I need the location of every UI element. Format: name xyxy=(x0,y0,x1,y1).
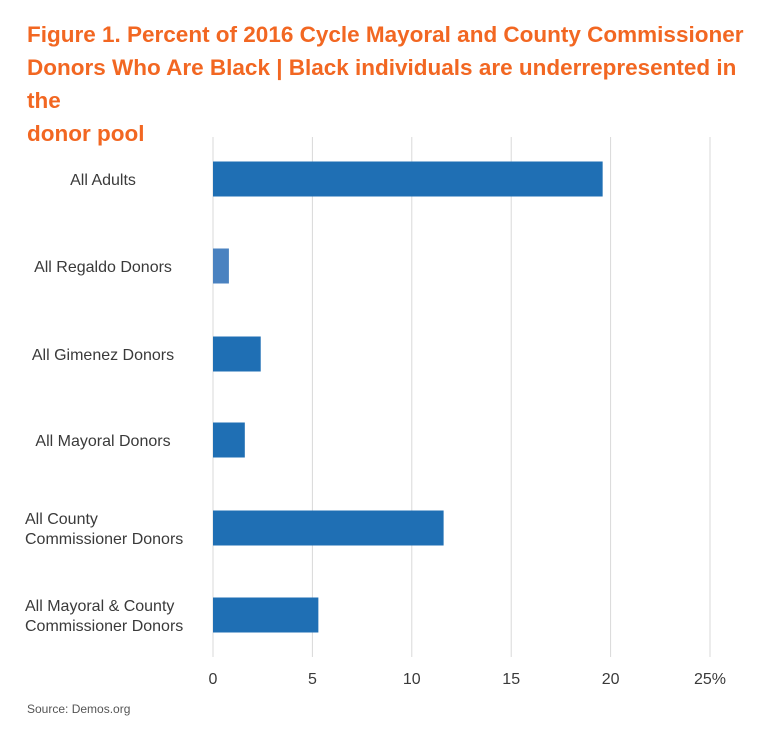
x-axis-tick-labels: 0 5 10 15 20 25% xyxy=(209,671,726,688)
category-label: All Mayoral & County Commissioner Donors xyxy=(25,598,183,635)
bar xyxy=(213,597,319,633)
bars xyxy=(213,161,603,633)
x-tick-label: 20 xyxy=(602,671,620,688)
gridlines xyxy=(212,137,711,657)
chart-title: Figure 1. Percent of 2016 Cycle Mayoral … xyxy=(27,18,747,150)
x-tick-label: 0 xyxy=(209,671,218,688)
x-tick-label: 5 xyxy=(308,671,317,688)
category-labels: All Adults All Regaldo Donors All Gimenez … xyxy=(25,172,183,635)
x-tick-label: 15 xyxy=(502,671,520,688)
chart-title-line-2: Donors Who Are Black | Black individuals… xyxy=(27,55,737,113)
category-label: All Regaldo Donors xyxy=(34,259,172,276)
bar xyxy=(213,336,261,372)
category-label-line: All Adults xyxy=(70,172,136,189)
bar xyxy=(213,510,444,546)
category-label-line: Commissioner Donors xyxy=(25,618,183,635)
source-note: Source: Demos.org xyxy=(27,702,131,716)
chart-title-line-1: Figure 1. Percent of 2016 Cycle Mayoral … xyxy=(27,22,744,47)
category-label-line: All Mayoral Donors xyxy=(35,433,170,450)
category-label: All Gimenez Donors xyxy=(32,347,174,364)
category-label-line: All Gimenez Donors xyxy=(32,347,174,364)
bar xyxy=(213,161,603,197)
category-label-line: Commissioner Donors xyxy=(25,531,183,548)
category-label: All Mayoral Donors xyxy=(35,433,170,450)
x-tick-label: 10 xyxy=(403,671,421,688)
chart-title-line-3: donor pool xyxy=(27,121,145,146)
bar xyxy=(213,422,245,458)
bar xyxy=(213,248,229,284)
category-label-line: All County xyxy=(25,511,98,528)
x-tick-label: 25% xyxy=(694,671,726,688)
category-label-line: All Regaldo Donors xyxy=(34,259,172,276)
category-label: All County Commissioner Donors xyxy=(25,511,183,548)
category-label: All Adults xyxy=(70,172,136,189)
category-label-line: All Mayoral & County xyxy=(25,598,174,615)
